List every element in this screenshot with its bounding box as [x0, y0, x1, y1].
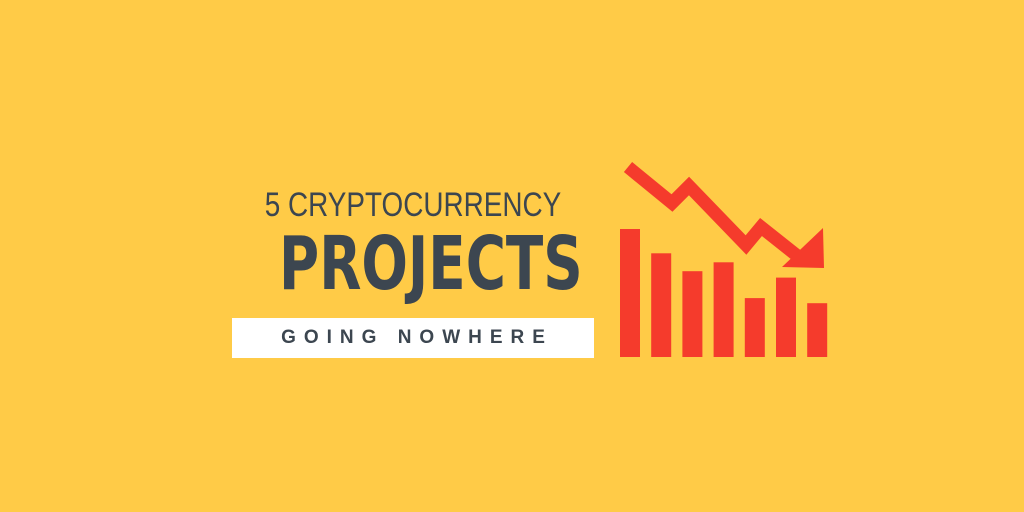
chart-bar	[776, 277, 796, 357]
chart-bar	[744, 298, 765, 357]
tagline-ribbon: GOING NOWHERE	[232, 318, 594, 358]
tagline-text: GOING NOWHERE	[281, 327, 553, 348]
chart-bar	[651, 253, 672, 357]
down-arrow-icon	[623, 161, 824, 268]
arrow-head	[782, 228, 824, 268]
headline-main-word: PROJECTS	[279, 221, 583, 307]
arrow-zigzag-line	[623, 161, 805, 264]
chart-bar	[682, 271, 703, 357]
chart-bar	[807, 303, 828, 357]
chart-bar	[713, 262, 734, 357]
headline-top-line: 5 CRYPTOCURRENCY	[264, 186, 562, 224]
declining-chart-icon	[620, 161, 828, 357]
chart-bars	[620, 229, 828, 357]
chart-bar	[620, 229, 640, 357]
